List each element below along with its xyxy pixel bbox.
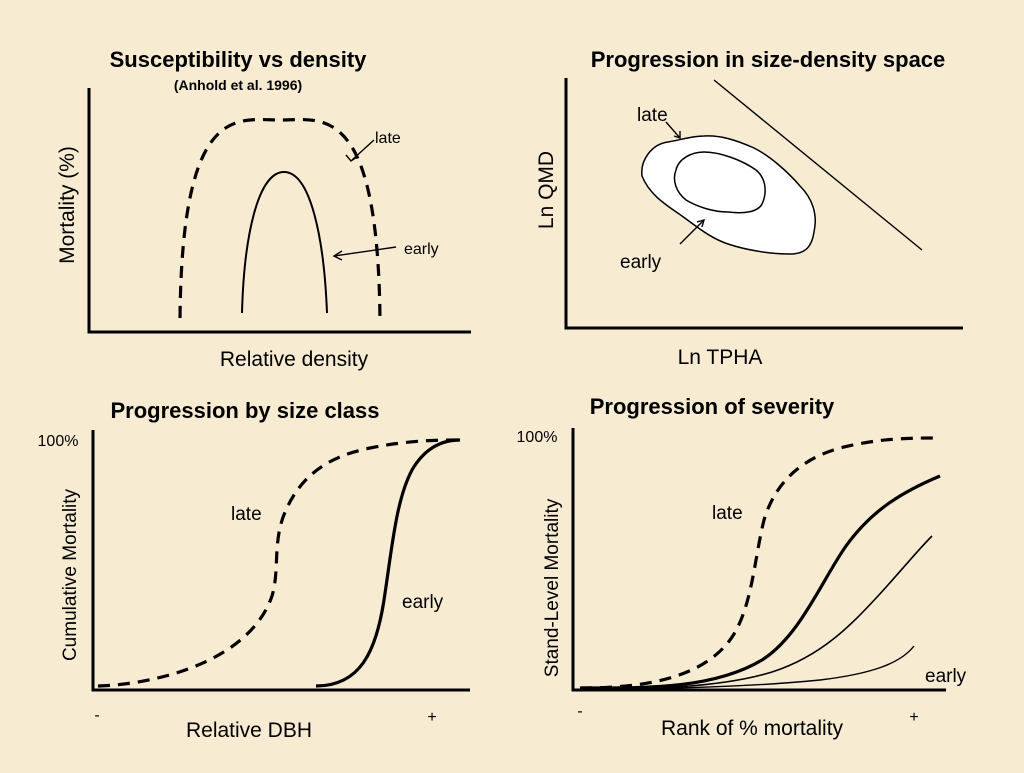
early-region — [673, 151, 766, 214]
y-axis-label: Mortality (%) — [56, 146, 79, 264]
late-leader-arrow — [665, 121, 681, 139]
late-arrowhead — [345, 154, 358, 162]
label-early: early — [925, 666, 967, 687]
y-axis-label: Ln QMD — [535, 151, 558, 229]
early-curve-steep — [581, 474, 941, 690]
label-late: late — [637, 105, 668, 126]
y-top-tick-label: 100% — [38, 433, 79, 450]
early-curve-shallow — [581, 645, 915, 690]
label-late: late — [375, 130, 401, 147]
axes — [87, 88, 471, 334]
panel-susceptibility-vs-density: Susceptibility vs density (Anhold et al.… — [56, 47, 471, 371]
panel-size-density-space: Progression in size-density space Ln QMD… — [535, 47, 963, 369]
x-axis-label: Ln TPHA — [678, 346, 763, 369]
y-top-tick-label: 100% — [517, 429, 558, 446]
x-max-tick-label: + — [909, 709, 918, 726]
late-arrowhead — [673, 131, 681, 139]
label-early: early — [404, 241, 439, 258]
late-leader-arrow — [351, 139, 375, 161]
x-min-tick-label: - — [577, 703, 582, 720]
y-axis-label: Cumulative Mortality — [60, 488, 81, 661]
label-late: late — [231, 504, 262, 525]
panel-title: Progression by size class — [110, 398, 379, 423]
early-leader-arrow — [679, 219, 705, 245]
self-thinning-line — [713, 79, 923, 251]
panel-title: Progression in size-density space — [591, 47, 946, 72]
axes — [91, 430, 470, 692]
label-early: early — [620, 252, 662, 273]
panel-title: Susceptibility vs density — [110, 47, 368, 72]
early-leader-arrow — [333, 246, 397, 257]
x-min-tick-label: - — [94, 707, 99, 724]
label-early: early — [402, 592, 444, 613]
early-curve-moderate — [581, 535, 933, 690]
early-curve — [241, 170, 328, 314]
axes — [571, 428, 946, 692]
panel-progression-of-severity: Progression of severity 100% Stand-Level… — [517, 394, 967, 740]
panel-title: Progression of severity — [590, 394, 835, 419]
x-axis-label: Relative DBH — [186, 719, 312, 742]
late-curve — [579, 436, 937, 690]
early-curve — [315, 438, 461, 688]
late-curve — [178, 117, 382, 321]
x-axis-label: Rank of % mortality — [661, 717, 844, 740]
panel-progression-by-size-class: Progression by size class 100% Cumulativ… — [38, 398, 470, 742]
axes — [564, 78, 963, 330]
late-curve — [97, 438, 461, 688]
label-late: late — [712, 503, 743, 524]
x-axis-label: Relative density — [220, 348, 369, 371]
x-max-tick-label: + — [427, 709, 436, 726]
y-axis-label: Stand-Level Mortality — [542, 498, 563, 677]
early-arrowhead — [332, 250, 343, 261]
early-arrowhead — [696, 218, 706, 228]
panel-subtitle: (Anhold et al. 1996) — [174, 77, 302, 93]
